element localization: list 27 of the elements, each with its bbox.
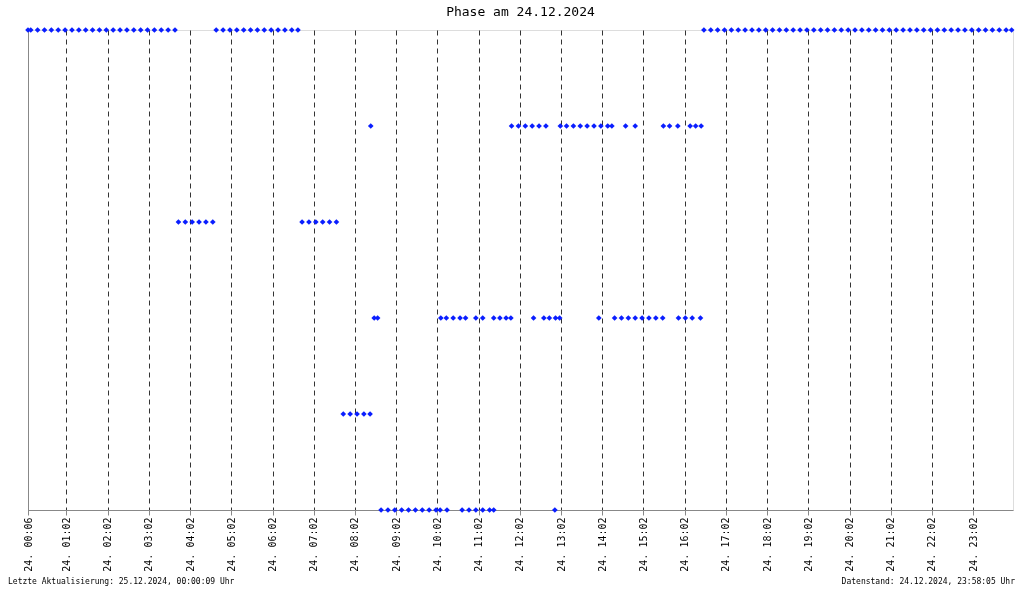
x-tick-label: 24. 07:02 [308,517,320,572]
x-tick-label: 24. 17:02 [720,517,732,572]
x-tick-label: 24. 13:02 [555,517,567,572]
x-tick-label: 24. 08:02 [349,517,361,572]
chart-title: Phase am 24.12.2024 [446,4,596,20]
x-tick-label: 24. 12:02 [514,517,526,572]
x-tick-label: 24. 21:02 [885,517,897,572]
x-tick-label: 24. 06:02 [267,517,279,572]
x-tick-label: 24. 03:02 [143,517,155,572]
x-tick-label: 24. 04:02 [184,517,196,572]
x-tick-label: 24. 14:02 [596,517,608,572]
x-tick-label: 24. 05:02 [225,517,237,572]
text: Letzte Aktualisierung: 25.12.2024, 00:00:09 Uhr [8,577,235,586]
x-tick-label: 24. 23:02 [967,517,979,572]
x-tick-label: 24. 00:06 [22,517,34,572]
x-tick-label: 24. 16:02 [679,517,691,572]
x-tick-label: 24. 15:02 [637,517,649,572]
x-tick-label: 24. 01:02 [60,517,72,572]
x-tick-label: 24. 09:02 [390,517,402,572]
x-tick-label: 24. 22:02 [926,517,938,572]
x-tick-label: 24. 18:02 [761,517,773,572]
x-tick-label: 24. 11:02 [473,517,485,572]
x-tick-label: 24. 19:02 [802,517,814,572]
x-tick-label: 24. 02:02 [102,517,114,572]
x-tick-label: 24. 20:02 [844,517,856,572]
x-tick-label: 24. 10:02 [431,517,443,572]
text: Datenstand: 24.12.2024, 23:58:05 Uhr [841,577,1016,586]
